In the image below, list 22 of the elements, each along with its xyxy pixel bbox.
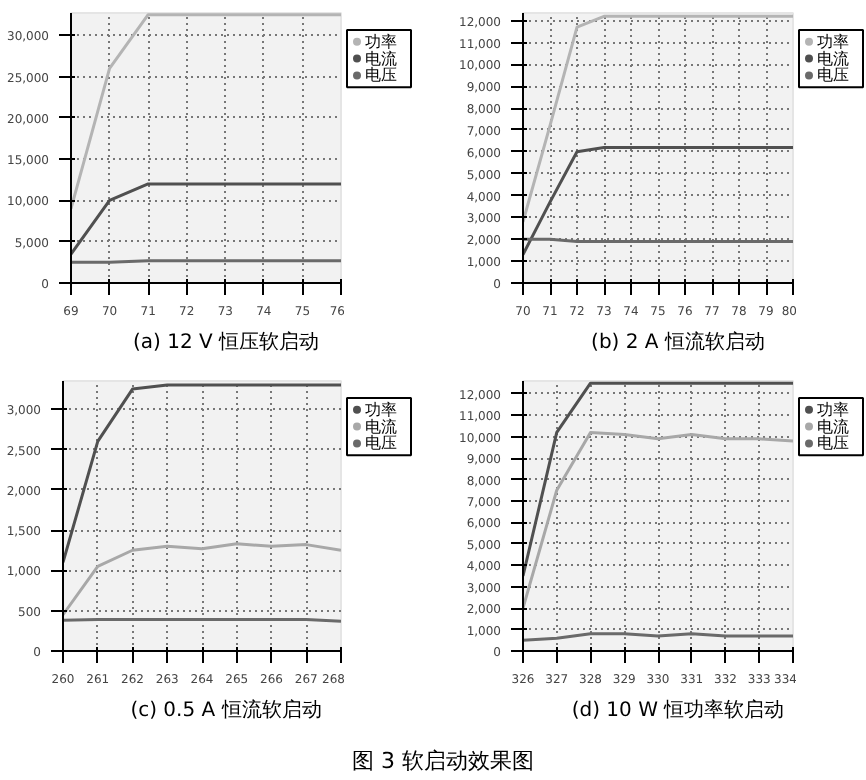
text: (d) 10 W 恒功率软启动 — [571, 698, 785, 726]
line-series — [523, 14, 793, 224]
legend-label: 电压 — [365, 434, 397, 453]
line-series — [63, 383, 341, 564]
legend-label: 功率 — [365, 400, 397, 419]
caption: 图 3 软启动效果图 — [352, 746, 534, 778]
legend-label: 电压 — [365, 66, 397, 85]
legend-label: 电流 — [817, 417, 849, 436]
line-series — [63, 542, 341, 617]
legend-label: 功率 — [817, 400, 849, 419]
legend-label: 功率 — [817, 32, 849, 51]
legend-label: 电压 — [817, 434, 849, 453]
text: (b) 2 A 恒流软启动 — [591, 330, 765, 358]
text: (a) 12 V 恒压软启动 — [132, 330, 320, 358]
legend-label: 电压 — [817, 66, 849, 85]
legend-label: 电流 — [365, 417, 397, 436]
legend-label: 功率 — [365, 32, 397, 51]
line-series — [523, 145, 793, 257]
legend-label: 电流 — [817, 49, 849, 68]
text: (c) 0.5 A 恒流软启动 — [130, 698, 322, 726]
line-series — [523, 430, 793, 610]
legend-label: 电流 — [365, 49, 397, 68]
